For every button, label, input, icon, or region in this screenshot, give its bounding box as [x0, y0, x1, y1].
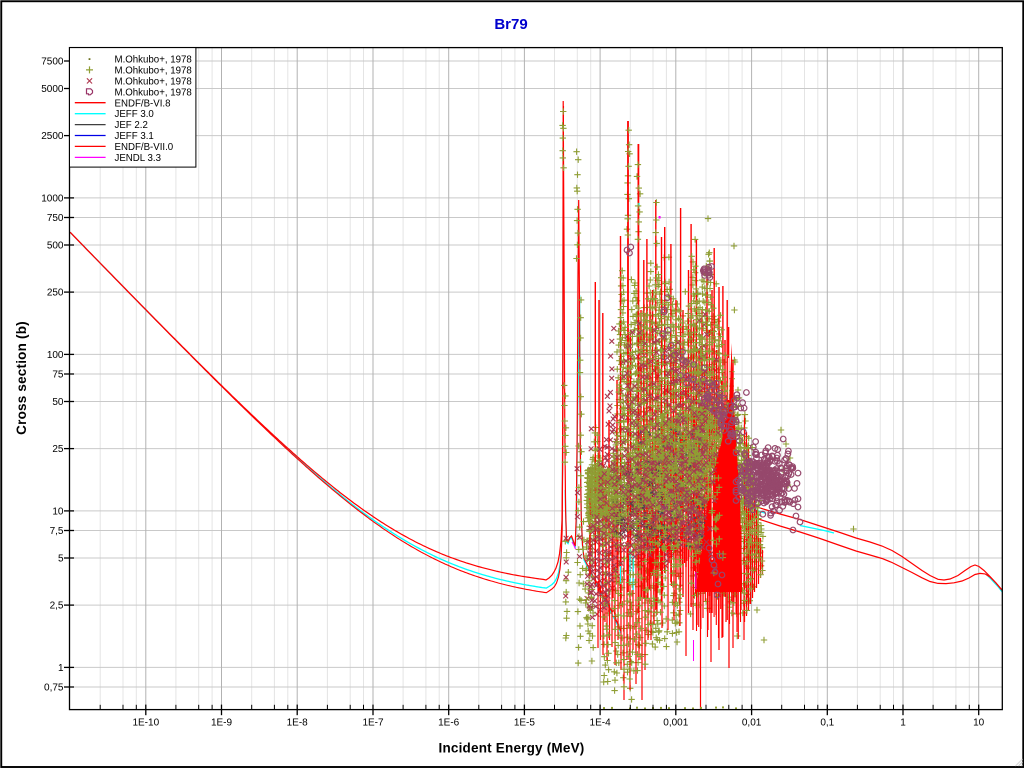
- svg-text:1: 1: [58, 663, 64, 674]
- svg-text:1000: 1000: [41, 194, 64, 205]
- svg-text:1E-7: 1E-7: [362, 718, 384, 729]
- svg-text:JEF 2.2: JEF 2.2: [115, 120, 148, 131]
- svg-text:10: 10: [52, 507, 64, 518]
- svg-text:Cross section (b): Cross section (b): [14, 321, 29, 435]
- svg-text:50: 50: [52, 397, 64, 408]
- svg-text:5: 5: [58, 554, 64, 565]
- svg-text:2,5: 2,5: [50, 601, 64, 612]
- svg-text:0,1: 0,1: [820, 718, 834, 729]
- svg-text:10: 10: [973, 718, 985, 729]
- svg-text:JEFF 3.1: JEFF 3.1: [115, 131, 154, 142]
- svg-text:1E-9: 1E-9: [211, 718, 233, 729]
- svg-text:75: 75: [52, 370, 64, 381]
- svg-text:JENDL 3.3: JENDL 3.3: [115, 153, 161, 164]
- svg-text:1E-6: 1E-6: [438, 718, 460, 729]
- svg-text:ENDF/B-VI.8: ENDF/B-VI.8: [115, 98, 171, 109]
- svg-text:7,5: 7,5: [50, 526, 64, 537]
- svg-text:ENDF/B-VII.0: ENDF/B-VII.0: [115, 142, 174, 153]
- svg-text:500: 500: [47, 241, 64, 252]
- svg-text:Br79: Br79: [494, 16, 527, 33]
- svg-text:1: 1: [900, 718, 906, 729]
- svg-text:250: 250: [47, 288, 64, 299]
- svg-text:M.Ohkubo+, 1978: M.Ohkubo+, 1978: [115, 87, 192, 98]
- svg-text:100: 100: [47, 350, 64, 361]
- svg-text:5000: 5000: [41, 84, 64, 95]
- svg-text:2500: 2500: [41, 131, 64, 142]
- svg-text:0,75: 0,75: [44, 683, 64, 694]
- svg-text:1E-4: 1E-4: [590, 718, 612, 729]
- svg-text:0,01: 0,01: [742, 718, 762, 729]
- svg-text:JEFF 3.0: JEFF 3.0: [115, 109, 155, 120]
- svg-text:0,001: 0,001: [663, 718, 688, 729]
- svg-text:M.Ohkubo+, 1978: M.Ohkubo+, 1978: [115, 55, 192, 66]
- svg-text:1E-5: 1E-5: [514, 718, 536, 729]
- svg-text:1E-10: 1E-10: [132, 718, 159, 729]
- svg-text:M.Ohkubo+, 1978: M.Ohkubo+, 1978: [115, 66, 192, 77]
- svg-text:1E-8: 1E-8: [287, 718, 309, 729]
- svg-text:Incident Energy (MeV): Incident Energy (MeV): [439, 741, 585, 756]
- svg-text:M.Ohkubo+, 1978: M.Ohkubo+, 1978: [115, 77, 192, 88]
- svg-text:7500: 7500: [41, 57, 64, 68]
- svg-text:750: 750: [47, 213, 64, 224]
- svg-text:25: 25: [52, 444, 64, 455]
